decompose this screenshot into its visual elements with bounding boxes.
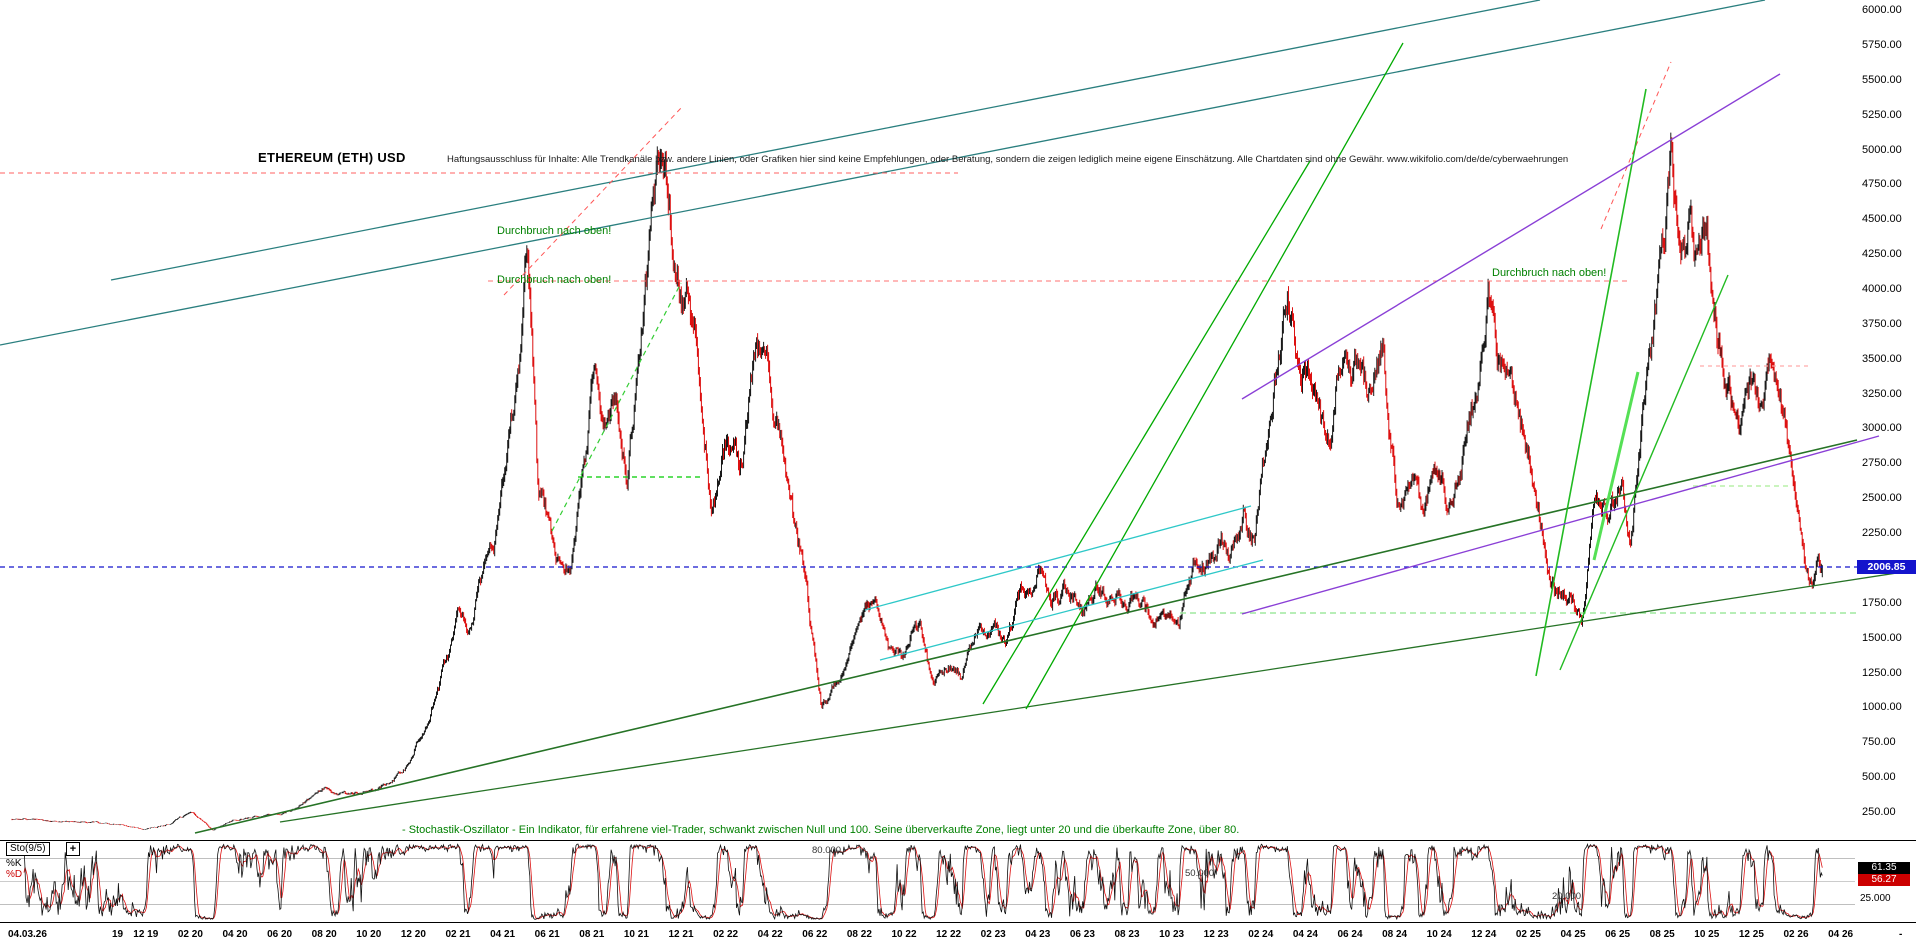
time-axis-label: 04 24 [1292, 929, 1318, 940]
time-axis-label: 08 25 [1649, 929, 1675, 940]
time-axis-label: 02 23 [980, 929, 1006, 940]
time-axis-label: 08 23 [1114, 929, 1140, 940]
time-axis-label: 06 21 [534, 929, 560, 940]
annotation-breakout-1: Durchbruch nach oben! [497, 225, 612, 237]
price-axis-label: 1000.00 [1862, 701, 1902, 714]
stochastic-description: - Stochastik-Oszillator - Ein Indikator,… [402, 824, 1240, 836]
time-axis-label: 06 22 [802, 929, 828, 940]
time-axis-label: 12 22 [936, 929, 962, 940]
annotation-breakout-2: Durchbruch nach oben! [497, 274, 612, 286]
chart-title: ETHEREUM (ETH) USD [258, 150, 406, 165]
price-axis-label: 3000.00 [1862, 422, 1902, 435]
stochastic-k-value: 61.35 [1858, 862, 1910, 874]
time-axis-label: 06 20 [267, 929, 293, 940]
price-axis-label: 3250.00 [1862, 387, 1902, 400]
time-axis-label: 04 25 [1560, 929, 1586, 940]
price-axis-label: 5500.00 [1862, 73, 1902, 86]
time-axis-label: 04 22 [757, 929, 783, 940]
price-axis-label: 250.00 [1862, 806, 1896, 818]
time-axis-label: 02 24 [1248, 929, 1274, 940]
time-axis-label: 12 24 [1471, 929, 1497, 940]
time-axis-label: 06 23 [1069, 929, 1095, 940]
price-axis-label: 750.00 [1862, 736, 1896, 749]
price-axis-label: 4750.00 [1862, 178, 1902, 191]
time-axis-label: 02 20 [177, 929, 203, 940]
time-axis-label: 12 19 [133, 929, 159, 940]
price-axis-label: 1250.00 [1862, 666, 1902, 679]
time-axis-label: 10 23 [1159, 929, 1185, 940]
expand-icon[interactable]: + [66, 842, 80, 856]
time-axis-label: 10 22 [891, 929, 917, 940]
time-axis-label: 12 25 [1738, 929, 1764, 940]
price-axis-label: 5750.00 [1862, 38, 1902, 51]
last-price-badge: 2006.85 [1857, 560, 1916, 574]
time-axis-label: 08 24 [1382, 929, 1408, 940]
time-axis-label: 02 25 [1515, 929, 1541, 940]
time-axis-label: 06 24 [1337, 929, 1363, 940]
time-axis-label: 06 25 [1605, 929, 1631, 940]
stochastic-level-20: 20.000 [1552, 891, 1582, 902]
time-axis-label: 10 25 [1694, 929, 1720, 940]
price-axis-label: 5250.00 [1862, 108, 1902, 121]
stochastic-scale-label: 25.000 [1860, 893, 1891, 904]
price-axis-label: 1500.00 [1862, 631, 1902, 644]
stochastic-d-legend: %D [6, 869, 23, 880]
time-axis-label: 04 26 [1828, 929, 1854, 940]
time-axis-label: 12 23 [1203, 929, 1229, 940]
price-axis-label: 4000.00 [1862, 283, 1902, 295]
price-axis-label: 2750.00 [1862, 457, 1902, 470]
time-axis-label: 10 20 [356, 929, 382, 940]
price-axis-label: 5000.00 [1862, 143, 1902, 156]
stochastic-level-50: 50.000 [1185, 868, 1215, 879]
time-axis-end-label: - [1899, 929, 1903, 940]
price-axis-label: 3750.00 [1862, 317, 1902, 330]
time-axis-label: 04 23 [1025, 929, 1051, 940]
time-axis-label: 10 24 [1426, 929, 1452, 940]
price-axis-label: 1750.00 [1862, 596, 1902, 609]
time-axis-label: 12 20 [400, 929, 426, 940]
time-axis-label: 02 21 [445, 929, 471, 940]
stochastic-k-legend: %K [6, 858, 22, 869]
price-axis-label: 6000.00 [1862, 4, 1902, 16]
time-axis-label: 02 22 [713, 929, 739, 940]
price-axis-label: 3500.00 [1862, 352, 1902, 365]
time-axis-label: 10 21 [623, 929, 649, 940]
price-axis-label: 500.00 [1862, 771, 1896, 784]
price-axis-label: 4500.00 [1862, 213, 1902, 226]
time-axis-label: 08 22 [846, 929, 872, 940]
time-axis-label: 02 26 [1783, 929, 1809, 940]
disclaimer-text: Haftungsausschluss für Inhalte: Alle Tre… [447, 154, 1569, 165]
stochastic-level-80: 80.000 [812, 845, 842, 856]
time-axis-label: 04.03.26 [8, 929, 47, 940]
annotation-breakout-3: Durchbruch nach oben! [1492, 267, 1607, 279]
stochastic-indicator-label[interactable]: Sto(9/5) [6, 842, 50, 856]
price-axis-label: 2500.00 [1862, 492, 1902, 505]
stochastic-d-value: 56.27 [1858, 874, 1910, 886]
price-axis-label: 2250.00 [1862, 527, 1902, 539]
time-axis-label: 08 20 [311, 929, 337, 940]
time-axis-label: 19 [112, 929, 124, 940]
time-axis-label: 12 21 [668, 929, 694, 940]
time-axis-label: 08 21 [579, 929, 605, 940]
time-axis-label: 04 21 [490, 929, 516, 940]
time-axis-label: 04 20 [222, 929, 248, 940]
price-axis-label: 4250.00 [1862, 248, 1902, 261]
